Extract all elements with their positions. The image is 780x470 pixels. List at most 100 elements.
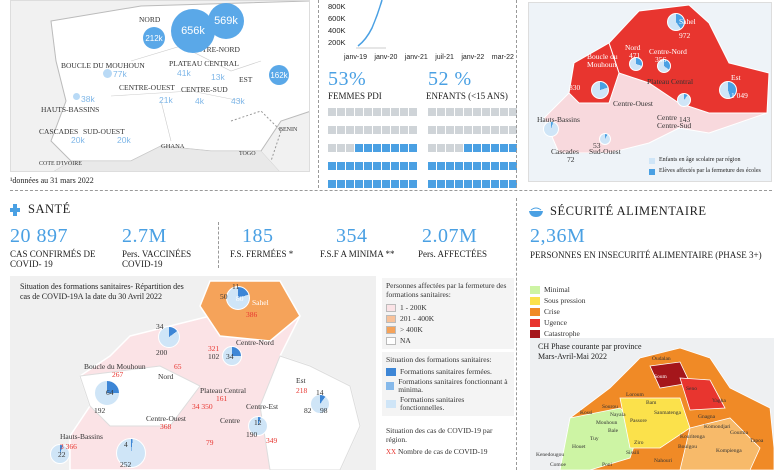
food-insecure-value: 2,36M	[530, 225, 586, 247]
ch-map-title: CH Phase courante par province Mars-Avri…	[538, 342, 642, 361]
school-value-boucle-du-mouhoun: 830	[569, 83, 581, 92]
province-sourou: Sourou	[602, 404, 618, 410]
ch-phase-map: CH Phase courante par province Mars-Avri…	[530, 338, 774, 470]
health-pie-value-2: 11	[232, 282, 240, 291]
waffle-square	[400, 126, 408, 134]
bubble-value-centre: 4k	[195, 96, 204, 106]
waffle-square	[373, 144, 381, 152]
waffle-square	[409, 126, 417, 134]
pie-sud-ouest	[599, 133, 611, 145]
case-value-hauts-bassins: 3 366	[60, 442, 77, 451]
waffle-square	[455, 126, 463, 134]
province-comoe: Comoe	[550, 462, 566, 468]
pie-centre-est-health	[248, 416, 268, 436]
region-label-boucle-du-mouhoun: BOUCLE DU MOUHOUN	[61, 61, 145, 70]
x-tick-juil-21: juil-21	[435, 54, 454, 61]
case-value-boucle-du-mouhoun: 267	[112, 370, 124, 379]
province-poni: Poni	[602, 462, 613, 468]
waffle-square	[400, 144, 408, 152]
province-seno: Seno	[686, 386, 697, 392]
country-label-togo: TOGO	[239, 151, 256, 157]
health-pie-value-8: 64	[106, 388, 114, 397]
legend-bin-1: 1 - 200K	[400, 303, 427, 312]
waffle-square	[491, 144, 499, 152]
case-value-sahel: 386	[246, 310, 258, 319]
school-value-centre-sud: 143	[679, 115, 691, 124]
pie-est-health	[310, 394, 330, 414]
women-waffle-chart	[328, 104, 418, 194]
health-label-boucle-du-mouhoun: Boucle du Mouhoun	[84, 362, 146, 371]
idp-region-map: NORD CENTRE-NORD BOUCLE DU MOUHOUN PLATE…	[10, 0, 310, 172]
school-label-sahel: Sahel	[679, 17, 696, 26]
food-insecure-label: PERSONNES EN INSECURITÉ ALIMENTAIRE (PHA…	[530, 250, 762, 260]
waffle-square	[328, 126, 336, 134]
legend-fs-minima: Formations sanitaires fonctionnant à min…	[398, 377, 508, 394]
province-boulgou: Boulgou	[678, 444, 697, 450]
waffle-square	[500, 162, 508, 170]
bubble-value-est-south: 43k	[231, 96, 245, 106]
waffle-square	[382, 108, 390, 116]
legend-cases-title: Situation des cas de COVID-19 par région…	[386, 426, 493, 444]
divider-horizontal	[10, 190, 772, 191]
health-pie-value-15: 4	[124, 440, 128, 449]
waffle-square	[473, 144, 481, 152]
health-legend-fs: Situation des formations sanitaires: For…	[382, 352, 514, 416]
province-soum: Soum	[654, 374, 667, 380]
province-oudalan: Oudalan	[652, 356, 671, 362]
health-pie-value-10: 14	[316, 388, 324, 397]
pie-cascades-health	[50, 444, 70, 464]
waffle-square	[337, 162, 345, 170]
school-label-sud-ouest: Sud-Ouest	[589, 147, 621, 156]
school-label-centre: Centre	[657, 113, 677, 122]
region-label-centre-nord: CENTRE-NORD	[187, 45, 240, 54]
waffle-square	[400, 108, 408, 116]
school-label-centre-nord: Centre-Nord	[649, 47, 687, 56]
waffle-square	[355, 162, 363, 170]
province-nayala: Nayala	[610, 412, 626, 418]
province-mouhoun: Mouhoun	[596, 420, 618, 426]
legend-affected-pupils: Elèves affectés par la fermeture des éco…	[659, 168, 761, 174]
bubble-value-centre-ouest: 21k	[159, 95, 173, 105]
pie-hauts-bassins	[543, 121, 559, 137]
waffle-square	[455, 108, 463, 116]
divider-vertical-1	[318, 0, 319, 188]
legend-fs-title: Situation des formations sanitaires:	[386, 355, 492, 364]
waffle-square	[428, 162, 436, 170]
bubble-value-boucle-du-mouhoun: 77k	[113, 69, 127, 79]
waffle-square	[491, 162, 499, 170]
waffle-square	[500, 126, 508, 134]
ch-phase-legend: Minimal Sous pression Crise Ugence Catas…	[530, 284, 585, 339]
food-title: SÉCURITÉ ALIMENTAIRE	[550, 204, 707, 218]
waffle-square	[364, 126, 372, 134]
bubble-boucle-du-mouhoun-dot	[103, 69, 112, 78]
region-label-est: EST	[239, 75, 253, 84]
waffle-square	[464, 144, 472, 152]
pie-nord-health	[158, 326, 180, 348]
bubble-value-plateau-central: 41k	[177, 68, 191, 78]
health-label-hauts-bassins: Hauts-Bassins	[60, 432, 103, 441]
health-pie-value-4: 34	[156, 322, 164, 331]
waffle-square	[464, 126, 472, 134]
women-pdi-label: FEMMES PDI	[328, 91, 382, 101]
region-label-hauts-bassins: HAUTS-BASSINS	[41, 105, 100, 114]
waffle-square	[437, 126, 445, 134]
health-pie-value-11: 82	[304, 406, 312, 415]
stat-fs-closed-label: F.S. FERMÉES *	[230, 249, 294, 259]
stat-fs-minima-value: 354	[336, 225, 368, 247]
ch-map-shapes	[559, 347, 774, 470]
waffle-square	[455, 144, 463, 152]
province-nahouri: Nahouri	[654, 458, 673, 464]
health-label-est: Est	[296, 376, 306, 385]
waffle-square	[355, 144, 363, 152]
waffle-square	[455, 180, 463, 188]
health-label-sahel: Sahel	[252, 298, 269, 307]
divider-vertical-2	[516, 0, 517, 188]
divider-vertical-3	[516, 198, 517, 470]
waffle-square	[428, 126, 436, 134]
bubble-value-hauts-bassins: 38k	[81, 94, 95, 104]
province-kossi: Kossi	[580, 410, 593, 416]
waffle-square	[437, 144, 445, 152]
waffle-square	[364, 108, 372, 116]
province-yagha: Yagha	[712, 398, 726, 404]
waffle-square	[428, 108, 436, 116]
